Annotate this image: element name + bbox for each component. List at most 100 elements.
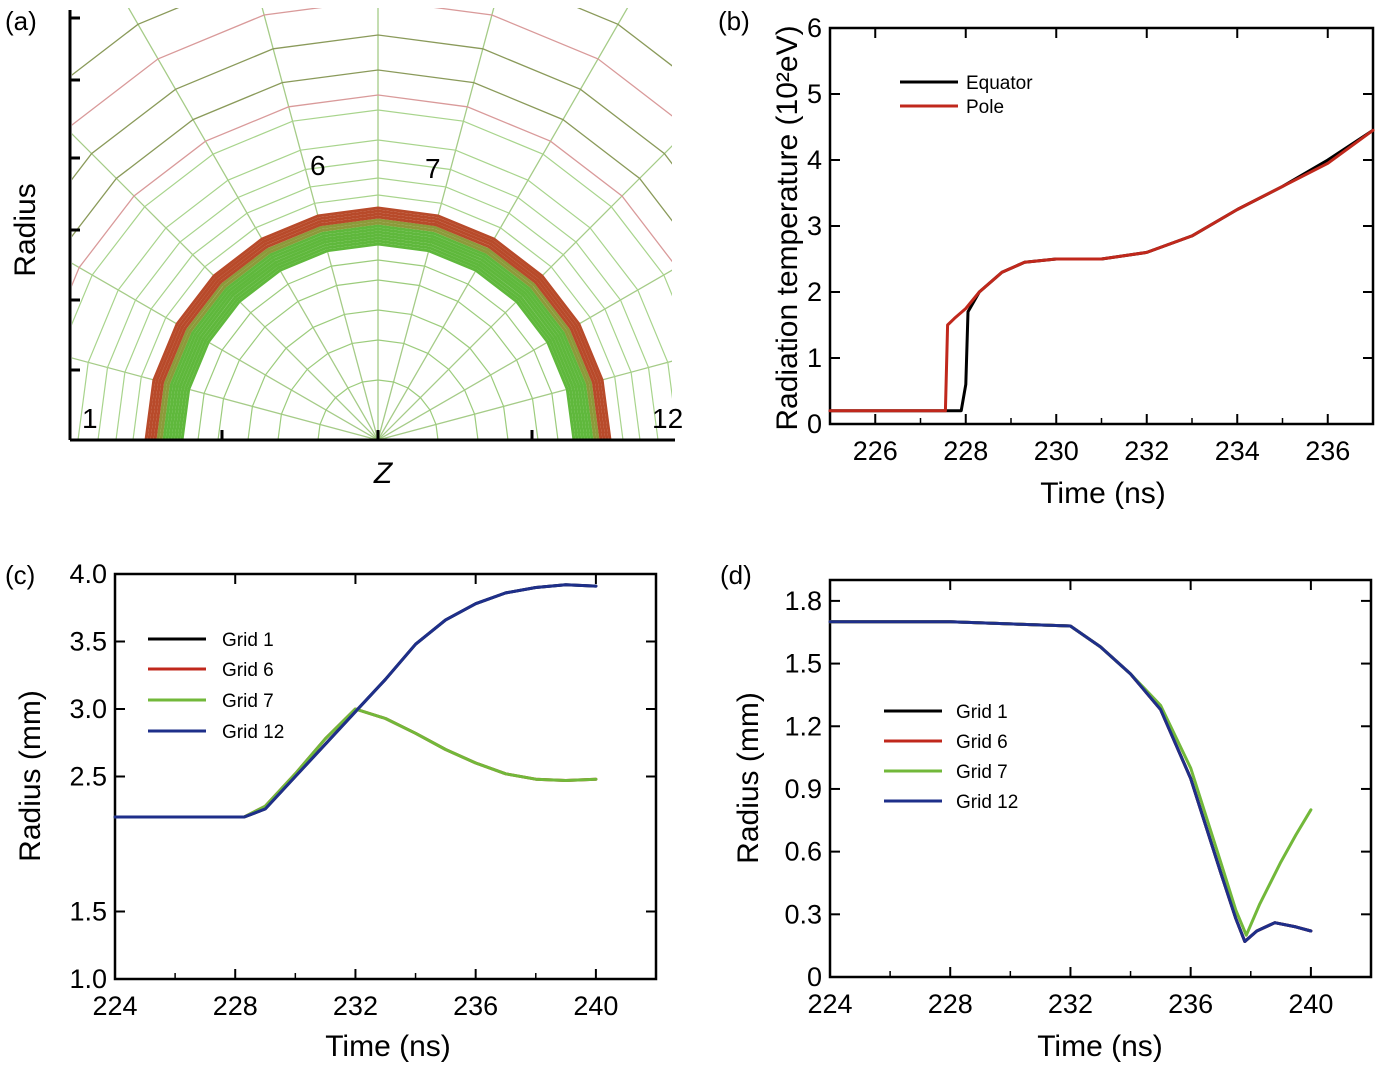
mesh-ring — [115, 177, 641, 439]
series-d-grid-7 — [828, 620, 1313, 937]
mesh-shell-ring — [165, 227, 591, 439]
panel-a-mesh: (a) Radius Z 1 6 7 12 — [5, 6, 683, 490]
mesh-lines — [72, 8, 672, 439]
mesh-ring — [132, 194, 624, 439]
y-tick-label-c-5: 4.0 — [69, 559, 107, 589]
y-tick-label-c-3: 3.0 — [69, 694, 107, 724]
panel-d-legend: Grid 1 Grid 6 Grid 7 Grid 12 — [884, 702, 1018, 813]
x-tick-label-c-2: 232 — [333, 991, 378, 1021]
y-tick-label-d-4: 1.2 — [784, 711, 822, 741]
legend-pole: Pole — [966, 97, 1004, 118]
mesh-shell-ring — [150, 212, 606, 439]
legend-c-grid1: Grid 1 — [222, 630, 274, 651]
mesh-ring — [217, 279, 539, 439]
legend-c-grid6: Grid 6 — [222, 660, 274, 681]
y-tick-label-b-0: 0 — [807, 409, 822, 439]
panel-a-xlabel: Z — [373, 457, 394, 490]
panel-c-xlabel: Time (ns) — [325, 1030, 451, 1063]
y-tick-label-b-6: 6 — [807, 13, 822, 43]
panel-d-ylabel: Radius (mm) — [732, 692, 765, 864]
legend-c-grid12: Grid 12 — [222, 722, 284, 743]
y-tick-label-b-4: 4 — [807, 145, 822, 175]
mesh-shell-ring — [156, 218, 600, 439]
y-tick-label-d-3: 0.9 — [784, 774, 822, 804]
y-tick-label-c-1: 1.5 — [69, 897, 107, 927]
series-d-grid-1 — [828, 620, 1313, 943]
mesh-ring-red — [72, 94, 672, 287]
panel-c-label: (c) — [5, 560, 35, 590]
mesh-ring — [72, 69, 672, 238]
series-d-grid-12 — [828, 620, 1313, 943]
y-tick-label-c-0: 1.0 — [69, 964, 107, 994]
x-tick-label-c-3: 236 — [453, 991, 498, 1021]
series-d-grid-6 — [828, 620, 1313, 943]
grid-label-12: 12 — [652, 403, 683, 434]
panel-a-label: (a) — [5, 6, 37, 36]
panel-c-chart: 224 228 232 236 240 1.0 1.5 2.5 3.0 3.5 4.0 (c) Ti… — [5, 559, 658, 1063]
x-tick-label-b-0: 226 — [853, 436, 898, 466]
series-c-grid-7 — [113, 707, 598, 819]
y-tick-label-d-5: 1.5 — [784, 649, 822, 679]
x-tick-label-b-2: 230 — [1034, 436, 1079, 466]
mesh-ring — [97, 159, 659, 439]
x-tick-label-c-0: 224 — [92, 991, 137, 1021]
mesh-ring — [277, 339, 479, 439]
mesh-shell-ring — [171, 233, 585, 439]
x-tick-label-b-4: 234 — [1215, 436, 1260, 466]
panel-c-legend: Grid 1 Grid 6 Grid 7 Grid 12 — [148, 630, 284, 743]
series-b-equator — [828, 128, 1375, 413]
mesh-ring — [197, 259, 559, 439]
mesh-ring — [72, 34, 672, 181]
legend-d-grid12: Grid 12 — [956, 792, 1018, 813]
panel-b-legend: Equator Pole — [900, 73, 1033, 118]
y-tick-label-c-2: 2.5 — [69, 762, 107, 792]
mesh-ring — [317, 379, 439, 439]
y-tick-label-d-0: 0 — [807, 962, 822, 992]
x-tick-label-d-0: 224 — [807, 989, 852, 1019]
panel-c-plot: 224 228 232 236 240 1.0 1.5 2.5 3.0 3.5 4.0 — [69, 559, 656, 1021]
series-b-pole — [828, 128, 1375, 413]
mesh-ring — [72, 109, 672, 326]
mesh-ring — [77, 139, 672, 439]
mesh-shell-ring — [177, 239, 579, 439]
legend-d-grid6: Grid 6 — [956, 732, 1008, 753]
x-tick-label-b-3: 232 — [1124, 436, 1169, 466]
series-c-grid-6 — [113, 707, 598, 819]
mesh-shell-ring — [147, 209, 609, 439]
y-tick-label-b-1: 1 — [807, 343, 822, 373]
panel-d-plot: 224 228 232 236 240 0 0.3 0.6 0.9 1.2 1.5 1.8 — [784, 580, 1371, 1019]
x-tick-label-d-3: 236 — [1168, 989, 1213, 1019]
y-tick-label-d-1: 0.3 — [784, 899, 822, 929]
panel-d-chart: 224 228 232 236 240 0 0.3 0.6 0.9 1.2 1.5 1.8 (d) T… — [720, 560, 1373, 1063]
mesh-shell-ring — [180, 242, 576, 439]
legend-d-grid1: Grid 1 — [956, 702, 1008, 723]
mesh-shell-ring — [162, 224, 594, 439]
panel-d-label: (d) — [720, 560, 752, 590]
y-tick-label-b-3: 3 — [807, 211, 822, 241]
panel-d-frame — [828, 578, 1373, 979]
grid-label-6: 6 — [310, 150, 326, 181]
panel-b-xlabel: Time (ns) — [1040, 477, 1166, 510]
y-tick-label-c-4: 3.5 — [69, 627, 107, 657]
panel-c-ylabel: Radius (mm) — [14, 690, 47, 862]
legend-d-grid7: Grid 7 — [956, 762, 1008, 783]
panel-a-ylabel: Radius — [9, 183, 42, 276]
grid-label-1: 1 — [82, 403, 98, 434]
x-tick-label-b-1: 228 — [943, 436, 988, 466]
legend-c-grid7: Grid 7 — [222, 691, 274, 712]
x-tick-label-d-4: 240 — [1288, 989, 1333, 1019]
x-tick-label-d-2: 232 — [1048, 989, 1093, 1019]
y-tick-label-d-6: 1.8 — [784, 586, 822, 616]
mesh-shell-ring — [168, 230, 588, 439]
panel-b-label: (b) — [718, 6, 750, 36]
mesh-ring — [247, 309, 509, 439]
grid-label-7: 7 — [425, 153, 441, 184]
x-tick-label-c-1: 228 — [213, 991, 258, 1021]
panel-b-frame — [828, 26, 1375, 426]
x-tick-label-b-5: 236 — [1305, 436, 1350, 466]
panel-d-xlabel: Time (ns) — [1037, 1030, 1163, 1063]
mesh-shell-ring — [144, 206, 612, 439]
